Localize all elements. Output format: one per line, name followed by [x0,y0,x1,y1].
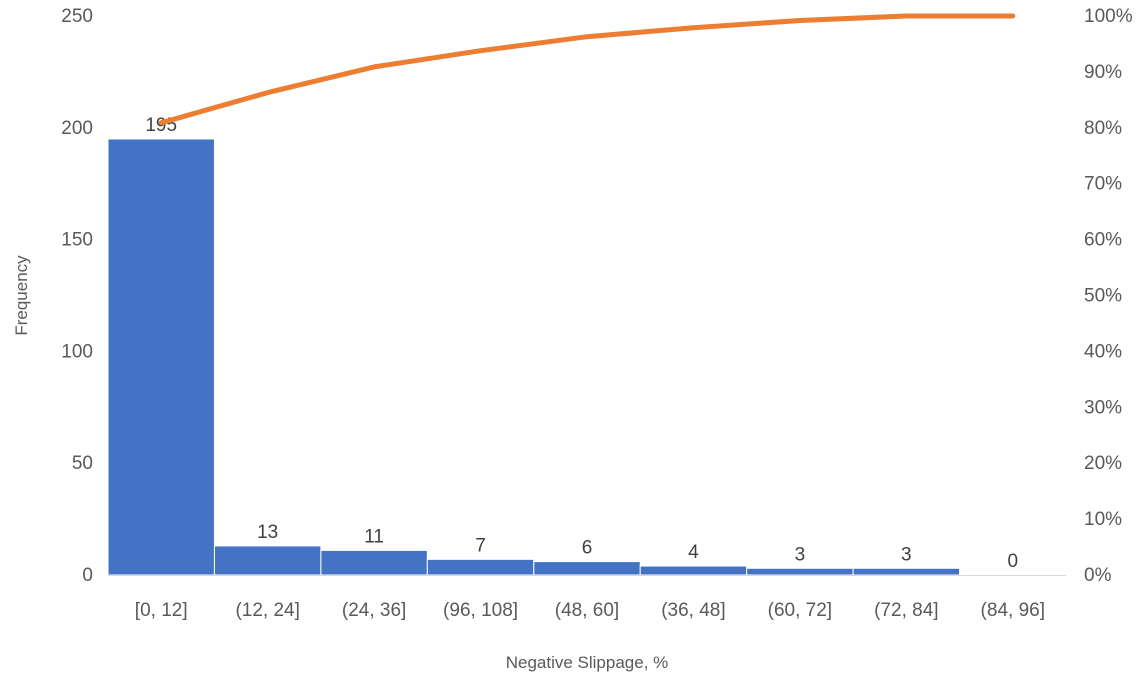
y2-tick-3: 30% [1084,397,1122,418]
data-label-7: 3 [901,544,912,565]
y2-tick-7: 70% [1084,174,1122,195]
y-tick-0: 0 [82,565,93,586]
y2-tick-4: 40% [1084,341,1122,362]
y2-tick-5: 50% [1084,286,1122,307]
y2-tick-8: 80% [1084,118,1122,139]
x-tick-8: (84, 96] [981,600,1045,621]
bar-2 [320,549,428,576]
x-tick-3: (96, 108] [443,600,518,621]
data-label-2: 11 [364,526,384,547]
data-label-1: 13 [257,522,278,543]
y-tick-4: 200 [61,118,93,139]
y-tick-3: 150 [61,230,93,251]
data-label-6: 3 [795,544,806,565]
data-label-4: 6 [582,538,593,559]
x-tick-5: (36, 48] [661,600,725,621]
y2-tick-0: 0% [1084,565,1112,586]
bar-5 [639,565,748,576]
data-label-8: 0 [1007,551,1018,572]
x-tick-6: (60, 72] [768,600,832,621]
x-tick-1: (12, 24] [235,600,299,621]
cumulative-line-layer [158,13,1016,126]
bar-3 [426,558,535,576]
x-axis-ticks: [0, 12] (12, 24] (24, 36] (96, 108] (48, 60]… [135,600,1045,621]
bars-layer [107,138,961,576]
y2-tick-1: 10% [1084,509,1122,530]
y-axis-ticks: 0 50 100 150 200 250 [61,6,93,586]
secondary-y-axis-ticks: 0% 10% 20% 30% 40% 50% 60% 70% 80% 90% 100% [1084,6,1133,586]
x-tick-0: [0, 12] [135,600,188,621]
bar-4 [533,561,641,576]
y2-tick-2: 20% [1084,453,1122,474]
bar-1 [213,545,322,576]
y2-tick-9: 90% [1084,62,1122,83]
y-tick-1: 50 [72,453,93,474]
x-tick-7: (72, 84] [874,600,938,621]
bar-0 [107,138,215,576]
bar-7 [852,567,961,576]
x-axis-title: Negative Slippage, % [506,653,669,672]
data-label-5: 4 [688,542,699,563]
y2-tick-10: 100% [1084,6,1133,27]
y-tick-2: 100 [61,341,93,362]
data-label-3: 7 [475,535,486,556]
x-tick-2: (24, 36] [342,600,406,621]
bar-6 [746,567,854,576]
y2-tick-6: 60% [1084,230,1122,251]
cumulative-line [158,13,1016,126]
y-tick-5: 250 [61,6,93,27]
y-axis-title: Frequency [12,255,31,336]
x-tick-4: (48, 60] [555,600,619,621]
